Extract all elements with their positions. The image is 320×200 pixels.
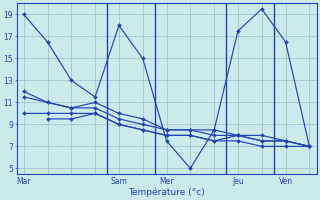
X-axis label: Température (°c): Température (°c) xyxy=(128,187,205,197)
